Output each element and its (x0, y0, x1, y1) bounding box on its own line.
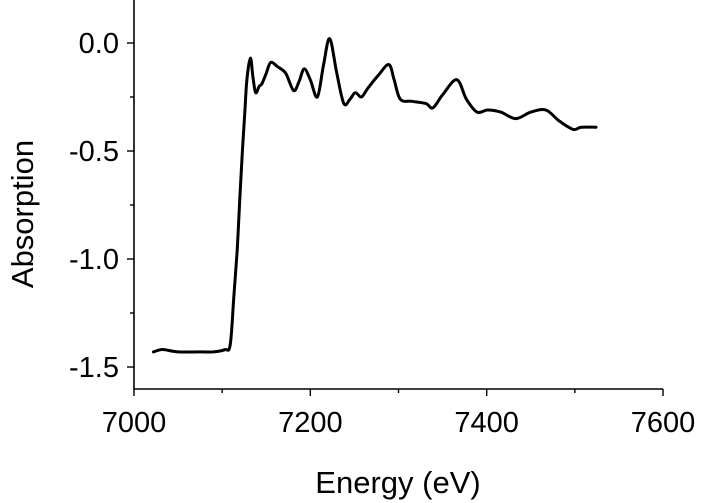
y-tick-label: -1.5 (69, 352, 119, 384)
x-tick-label: 7600 (631, 407, 696, 439)
y-tick-label: -1.0 (69, 244, 119, 276)
y-tick-label: -0.5 (69, 136, 119, 168)
y-ticks: 0.0 -0.5 -1.0 -1.5 (69, 28, 134, 384)
spectrum-line (151, 37, 598, 354)
x-axis-title: Energy (eV) (315, 465, 480, 500)
x-tick-label: 7200 (278, 407, 343, 439)
x-tick-label: 7000 (102, 407, 167, 439)
x-tick-label: 7400 (454, 407, 519, 439)
y-axis-title: Absorption (5, 140, 40, 288)
y-tick-label: 0.0 (79, 28, 119, 60)
axes: 0.0 -0.5 -1.0 -1.5 7000 7200 7400 7600 (69, 0, 695, 439)
x-ticks: 7000 7200 7400 7600 (102, 389, 696, 439)
